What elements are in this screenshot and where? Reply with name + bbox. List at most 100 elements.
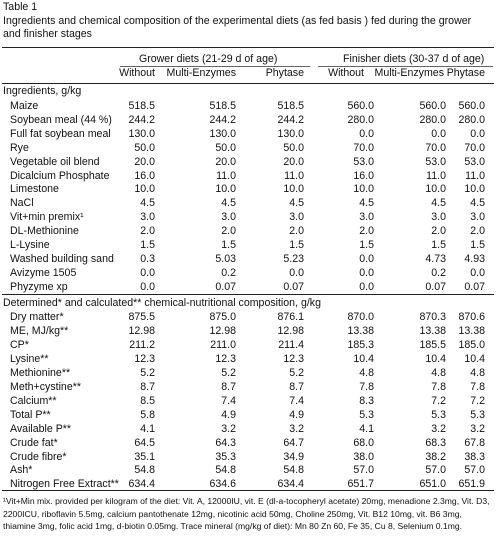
table-cell: 0.07 [283,280,304,293]
table-cell: 0.0 [359,266,374,279]
table-cell: 5.3 [431,408,446,421]
table-cell: 3.0 [140,211,155,224]
table-cell: 10.0 [425,183,446,196]
row-label: CP* [10,338,29,351]
table-cell: 0.2 [431,266,446,279]
ingredients-section-title: Ingredients, g/kg [3,85,82,97]
table-cell: 4.8 [470,366,485,379]
table-cell: 185.3 [347,338,374,351]
table-row: Methionine** 5.2 5.2 5.2 4.8 4.8 4.8 [0,366,496,380]
table-cell: 11.0 [216,169,236,182]
table-cell: 4.8 [431,366,446,379]
table-cell: 38.2 [425,450,446,463]
table-cell: 4.5 [221,197,236,210]
table-cell: 875.5 [128,311,155,323]
table-cell: 64.5 [134,436,155,449]
table-cell: 0.0 [359,252,374,265]
table-row: ME, MJ/kg** 12.98 12.98 12.98 13.38 13.38 13.3… [0,324,496,338]
table-cell: 4.5 [140,197,155,210]
table-cell: 5.2 [140,366,155,379]
row-label: Ash* [10,464,33,477]
table-cell: 3.0 [470,211,485,224]
table-row: DL-Methionine 2.0 2.0 2.0 2.0 2.0 2.0 [0,224,496,238]
row-label: L-Lysine [10,239,50,251]
table-cell: 57.0 [353,464,374,477]
table-cell: 4.8 [359,366,374,379]
table-row: L-Lysine 1.5 1.5 1.5 1.5 1.5 1.5 [0,238,496,252]
table-cell: 5.23 [283,252,304,265]
row-label: DL-Methionine [10,225,79,238]
table-cell: 1.5 [470,239,485,251]
grower-group-header: Grower diets (21-29 d of age) [139,53,278,65]
table-cell: 12.3 [134,352,155,365]
table-cell: 7.4 [221,394,236,407]
table-cell: 3.2 [470,422,485,435]
table-row: Vegetable oil blend 20.0 20.0 20.0 53.0 53.0 5… [0,155,496,169]
table-cell: 57.0 [425,464,446,477]
table-cell: 2.0 [470,225,485,238]
table-cell: 0.3 [140,252,155,265]
table-cell: 0.0 [140,266,155,279]
table-cell: 4.5 [470,197,485,210]
table-cell: 10.0 [134,183,155,196]
row-label: Washed building sand [10,252,114,265]
table-cell: 54.8 [134,464,155,477]
section-rule [2,294,494,295]
table-cell: 0.0 [359,127,374,140]
table-cell: 50.0 [283,141,304,154]
table-cell: 50.0 [134,141,155,154]
table-cell: 54.8 [283,464,304,477]
row-label: Dry matter* [10,311,64,323]
table-cell: 0.07 [464,280,485,293]
table-row: Washed building sand 0.3 5.03 5.23 0.0 4.73 4.… [0,252,496,266]
table-cell: 50.0 [215,141,236,154]
table-cell: 130.0 [209,127,236,140]
table-cell: 10.4 [425,352,446,365]
table-cell: 70.0 [425,141,446,154]
table-row: Crude fat* 64.5 64.3 64.7 68.0 68.3 67.8 [0,436,496,450]
table-cell: 4.73 [425,252,446,265]
row-label: Rye [10,141,29,154]
row-label: NaCl [10,197,34,210]
table-row: Calcium** 8.5 7.4 7.4 8.3 7.2 7.2 [0,394,496,408]
table-cell: 11.0 [465,169,485,182]
table-cell: 130.0 [128,127,155,140]
row-label: Lysine** [10,352,49,365]
table-cell: 185.0 [458,338,485,351]
table-row: Full fat soybean meal 130.0 130.0 130.0 0.0 0… [0,127,496,141]
table-cell: 4.5 [359,197,374,210]
table-cell: 870.6 [458,311,485,323]
table-footnote: ¹Vit+Min mix. provided per kilogram of t… [3,496,490,531]
table-cell: 3.0 [431,211,446,224]
table-cell: 7.8 [359,380,374,393]
table-cell: 8.7 [140,380,155,393]
row-label: Total P** [10,408,51,421]
table-cell: 8.3 [359,394,374,407]
table-cell: 0.0 [470,127,485,140]
table-cell: 2.0 [221,225,236,238]
table-row: Soybean meal (44 %) 244.2 244.2 244.2 280.0 2… [0,113,496,127]
column-header: Multi-Enzymes [166,67,236,79]
table-cell: 244.2 [209,113,236,126]
table-cell: 4.5 [431,197,446,210]
table-cell: 8.5 [140,394,155,407]
table-cell: 0.07 [215,280,236,293]
table-cell: 0.0 [359,280,374,293]
table-cell: 560.0 [419,100,446,112]
row-label: Phyzyme xp [10,280,68,293]
table-cell: 53.0 [353,155,374,168]
table-cell: 16.0 [353,169,374,182]
row-label: Crude fat* [10,436,58,449]
table-cell: 560.0 [347,100,374,112]
composition-section-title: Determined* and calculated** chemical-nu… [3,297,321,309]
table-row: Lysine** 12.3 12.3 12.3 10.4 10.4 10.4 [0,352,496,366]
table-cell: 5.8 [140,408,155,421]
table-cell: 4.93 [464,252,485,265]
table-cell: 185.5 [419,338,446,351]
table-cell: 10.0 [283,183,304,196]
header-rule [2,83,494,84]
table-cell: 2.0 [359,225,374,238]
table-cell: 0.2 [221,266,236,279]
table-cell: 3.0 [289,211,304,224]
